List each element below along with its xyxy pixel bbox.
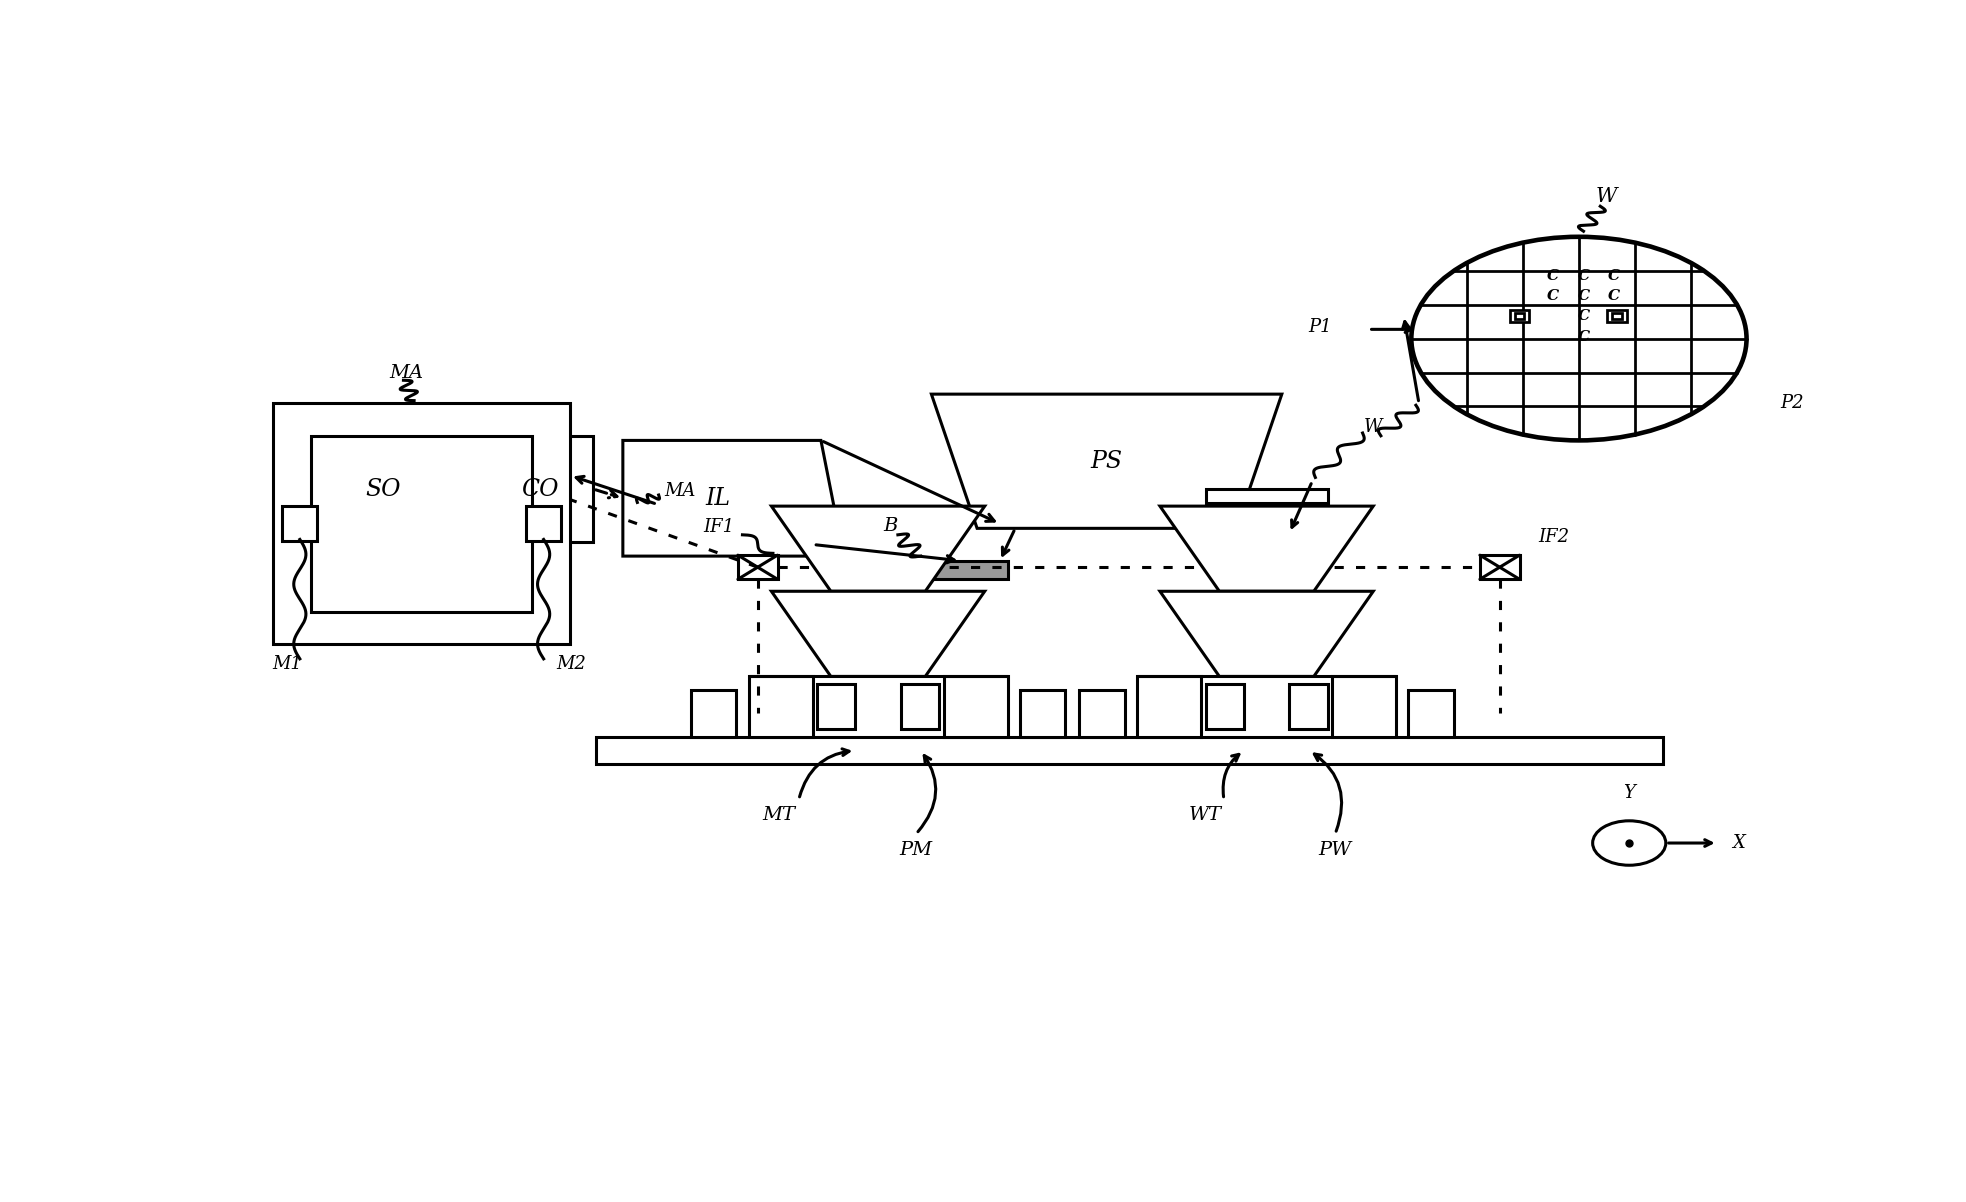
Bar — [527, 506, 560, 541]
Bar — [1136, 677, 1201, 737]
Text: C: C — [1608, 288, 1620, 303]
Polygon shape — [771, 506, 985, 591]
Text: W: W — [1364, 417, 1382, 435]
Polygon shape — [1160, 591, 1372, 677]
Bar — [1333, 677, 1396, 737]
Bar — [944, 677, 1007, 737]
Bar — [1020, 690, 1066, 737]
Text: WT: WT — [1189, 807, 1223, 825]
Text: CO: CO — [521, 477, 558, 500]
Bar — [311, 436, 533, 612]
Bar — [818, 684, 855, 730]
Bar — [486, 436, 594, 542]
Bar — [900, 684, 940, 730]
Text: MA: MA — [389, 364, 423, 382]
Text: P2: P2 — [1779, 394, 1803, 412]
Text: B: B — [883, 517, 896, 535]
Text: M2: M2 — [556, 655, 586, 673]
Text: C: C — [1577, 329, 1590, 344]
Text: SO: SO — [366, 477, 401, 500]
Bar — [1510, 310, 1530, 322]
Bar — [749, 677, 812, 737]
Text: M1: M1 — [273, 655, 303, 673]
Text: PS: PS — [1091, 450, 1123, 472]
Text: Y: Y — [1624, 784, 1636, 802]
Text: IL: IL — [706, 487, 731, 510]
Text: MA: MA — [665, 482, 696, 500]
Bar — [690, 690, 737, 737]
Text: PM: PM — [900, 840, 932, 858]
Text: C: C — [1547, 269, 1559, 282]
Bar — [1290, 684, 1327, 730]
Bar — [1514, 314, 1524, 320]
Text: W: W — [1596, 186, 1618, 206]
Bar — [1480, 555, 1520, 579]
Bar — [1408, 690, 1455, 737]
Circle shape — [1592, 821, 1665, 865]
Bar — [596, 737, 1663, 764]
Text: C: C — [1577, 288, 1590, 303]
Text: IF1: IF1 — [704, 518, 735, 536]
Bar — [1079, 690, 1125, 737]
Polygon shape — [771, 591, 985, 677]
Bar — [330, 436, 436, 542]
Bar — [1205, 488, 1327, 504]
Text: C: C — [1608, 269, 1620, 282]
Bar — [928, 560, 1007, 579]
Bar — [1612, 314, 1622, 320]
Text: C: C — [1577, 269, 1590, 282]
Bar — [1205, 684, 1244, 730]
Text: C: C — [1577, 309, 1590, 323]
Text: PW: PW — [1319, 840, 1353, 858]
Polygon shape — [932, 394, 1282, 529]
Bar — [273, 404, 570, 644]
Text: MT: MT — [763, 807, 796, 825]
Bar — [283, 506, 317, 541]
Circle shape — [1412, 237, 1746, 440]
Text: X: X — [1732, 834, 1746, 852]
Text: P1: P1 — [1309, 319, 1333, 337]
Bar — [1606, 310, 1628, 322]
Polygon shape — [623, 440, 843, 557]
Polygon shape — [1160, 506, 1372, 591]
Text: C: C — [1547, 288, 1559, 303]
Text: IF2: IF2 — [1537, 528, 1569, 546]
Bar — [737, 555, 777, 579]
